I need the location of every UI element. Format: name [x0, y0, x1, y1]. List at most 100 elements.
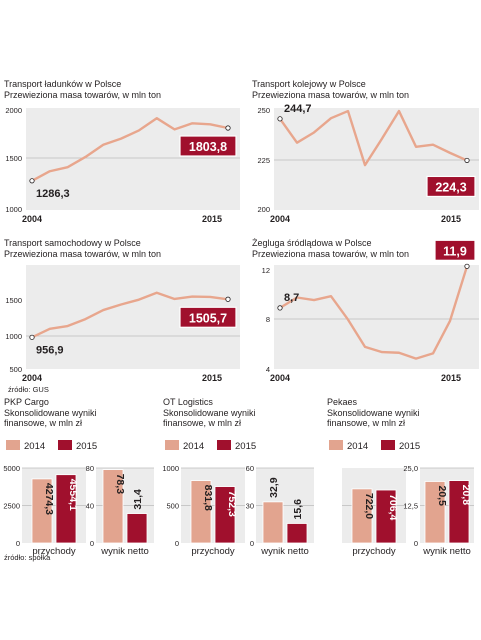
- y-tick-label: 0: [16, 539, 20, 548]
- group-label: wynik netto: [422, 546, 471, 557]
- x-tick-label: 2004: [270, 373, 290, 383]
- y-tick-label: 200: [257, 205, 270, 214]
- group-label: przychody: [191, 546, 235, 557]
- x-tick-label: 2004: [22, 373, 42, 383]
- chart-subtitle: Skonsolidowane wyniki: [163, 408, 256, 418]
- bar-2015: [286, 523, 308, 544]
- y-tick-label: 500: [166, 502, 179, 511]
- y-tick-label: 30: [246, 502, 254, 511]
- x-tick-label: 2015: [441, 373, 461, 383]
- endpoint-marker: [277, 305, 283, 311]
- chart-subtitle: Przewieziona masa towarów, w mln ton: [4, 90, 161, 100]
- bar-2015: [55, 474, 77, 544]
- y-tick-label: 0: [250, 539, 254, 548]
- bar-value-label: 31,4: [132, 489, 144, 510]
- bar-group-revenue: 1000 500 0 831,8 752,3 przychody: [162, 464, 245, 557]
- chart-subtitle: Skonsolidowane wyniki: [327, 408, 420, 418]
- y-tick-label: 25,0: [403, 464, 418, 473]
- bar-value-label: 78,3: [114, 474, 126, 495]
- endpoint-marker: [225, 125, 231, 131]
- y-tick-label: 1000: [5, 332, 22, 341]
- series-line: [279, 109, 468, 167]
- chart-title: OT Logistics: [163, 397, 213, 407]
- first-value-label: 956,9: [36, 344, 64, 356]
- chart-title: PKP Cargo: [4, 397, 49, 407]
- y-tick-label: 80: [86, 464, 94, 473]
- bar-value-label: 722,0: [363, 493, 375, 519]
- legend-swatch-2015: [381, 440, 395, 450]
- x-tick-label: 2004: [270, 214, 290, 224]
- chart-subtitle: Przewieziona masa towarów, w mln ton: [252, 249, 409, 259]
- bar-group-revenue: 5000 2500 0 4274,3 4554,1 przychody: [3, 464, 86, 557]
- y-tick-label: 12,5: [403, 502, 418, 511]
- legend-swatch-2014: [329, 440, 343, 450]
- legend-label-2014: 2014: [24, 441, 45, 452]
- legend-label-2014: 2014: [183, 441, 204, 452]
- line-chart-rail: Transport kolejowy w PolscePrzewieziona …: [252, 79, 479, 224]
- bar-value-label: 20,8: [460, 485, 472, 506]
- last-value-box: [434, 239, 476, 261]
- x-tick-label: 2004: [22, 214, 42, 224]
- last-value-label: 1505,7: [189, 311, 227, 325]
- bar-group-net-result: 80 40 0 78,3 31,4 wynik netto: [86, 464, 154, 557]
- y-tick-label: 1500: [5, 296, 22, 305]
- endpoint-marker: [225, 296, 231, 302]
- last-value-box: [179, 135, 237, 157]
- bar-value-label: 706,4: [387, 494, 399, 520]
- y-tick-label: 1000: [162, 464, 179, 473]
- y-tick-label: 40: [86, 502, 94, 511]
- chart-title: Transport ładunków w Polsce: [4, 79, 121, 89]
- chart-subtitle: Przewieziona masa towarów, w mln ton: [4, 249, 161, 259]
- series-line: [279, 265, 469, 360]
- bar-value-label: 15,6: [292, 499, 304, 520]
- last-value-label: 11,9: [443, 244, 467, 258]
- group-label: przychody: [32, 546, 76, 557]
- y-tick-label: 5000: [3, 464, 20, 473]
- chart-subtitle: Przewieziona masa towarów, w mln ton: [252, 90, 409, 100]
- y-tick-label: 250: [257, 106, 270, 115]
- y-tick-label: 8: [266, 315, 270, 324]
- legend-swatch-2014: [6, 440, 20, 450]
- bar-value-label: 752,3: [226, 491, 238, 517]
- chart-subtitle: finansowe, w mln zł: [4, 418, 82, 428]
- chart-subtitle: Skonsolidowane wyniki: [4, 408, 97, 418]
- y-tick-label: 4: [266, 365, 270, 374]
- chart-title: Transport samochodowy w Polsce: [4, 238, 141, 248]
- y-tick-label: 1500: [5, 154, 22, 163]
- chart-title: Transport kolejowy w Polsce: [252, 79, 366, 89]
- bar-value-label: 20,5: [436, 486, 448, 507]
- bar-2015: [448, 480, 470, 544]
- first-value-label: 244,7: [284, 103, 312, 115]
- line-chart-inland: Żegluga śródlądowa w PolscePrzewieziona …: [252, 238, 479, 383]
- bar-2014: [31, 478, 53, 544]
- bar-2014: [351, 488, 373, 544]
- y-tick-label: 60: [246, 464, 254, 473]
- y-tick-label: 2500: [3, 502, 20, 511]
- bar-2014: [190, 480, 212, 544]
- y-tick-label: 2000: [5, 106, 22, 115]
- chart-subtitle: finansowe, w mln zł: [163, 418, 241, 428]
- series-line: [31, 116, 229, 182]
- y-tick-label: 500: [9, 365, 22, 374]
- endpoint-marker: [464, 263, 470, 269]
- last-value-label: 1803,8: [189, 140, 227, 154]
- y-tick-label: 0: [175, 539, 179, 548]
- plot-background: [274, 265, 479, 369]
- series-line: [31, 291, 229, 339]
- y-tick-label: 225: [257, 156, 270, 165]
- bar-2015: [126, 513, 148, 544]
- legend-swatch-2014: [165, 440, 179, 450]
- bar-value-label: 4554,1: [67, 479, 79, 511]
- group-label: wynik netto: [100, 546, 149, 557]
- y-tick-label: 1000: [5, 205, 22, 214]
- x-tick-label: 2015: [202, 373, 222, 383]
- chart-title: Pekaes: [327, 397, 358, 407]
- last-value-box: [426, 175, 476, 198]
- legend-label-2014: 2014: [347, 441, 368, 452]
- bar-value-label: 831,8: [202, 485, 214, 511]
- endpoint-marker: [29, 334, 35, 340]
- x-tick-label: 2015: [441, 214, 461, 224]
- endpoint-marker: [464, 157, 470, 164]
